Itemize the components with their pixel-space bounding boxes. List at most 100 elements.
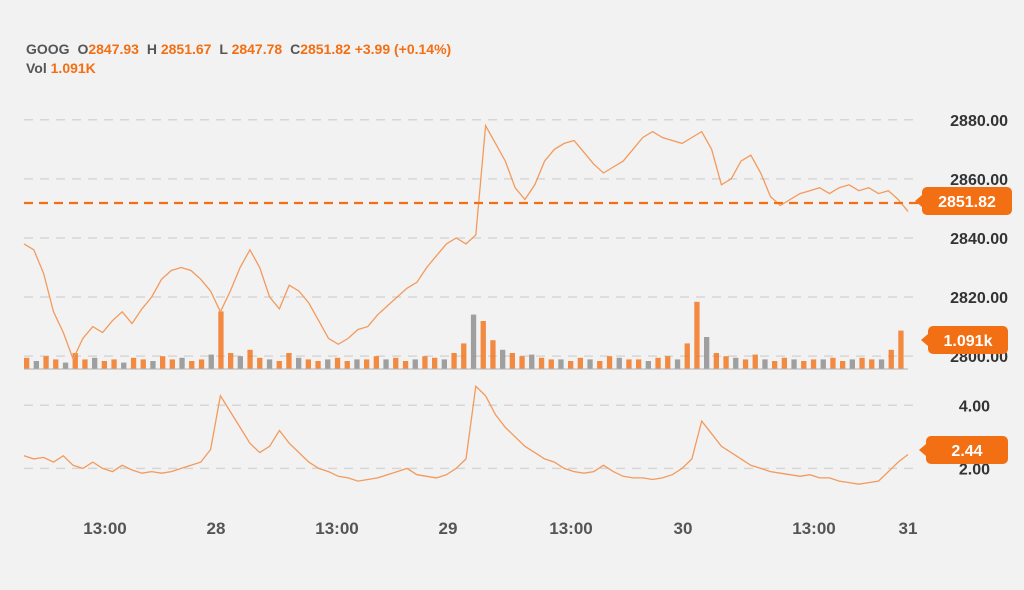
volume-bar [266,359,273,369]
volume-bar [160,356,166,369]
volume-bar [101,361,107,369]
volume-bar [704,337,710,369]
volume-bar [441,359,447,369]
price-tick-label: 2840.00 [950,231,1008,248]
legend-change-value: +3.99 (+0.14%) [354,41,452,57]
price-tag-box [922,187,1012,215]
volume-bar [645,361,651,369]
volume-bar [888,349,894,369]
volume-bar [733,357,739,369]
volume-bar [247,349,253,369]
volume-bar [179,357,185,369]
volume-bar [373,356,379,369]
x-tick-label: 29 [439,519,458,538]
volume-bar [334,357,341,369]
indicator-tag-label: 2.44 [951,443,982,460]
volume-bar [354,359,360,369]
volume-bar [606,356,613,369]
volume-bar [218,311,224,369]
axis-ticks: 2880.002860.002840.002820.002800.004.002… [83,113,1008,538]
volume-bar [781,357,787,369]
volume-bar [568,361,574,369]
volume-tag-label: 1.091k [944,333,993,350]
volume-bar [432,357,438,369]
volume-bar [130,357,137,369]
indicator-tag: 2.44 [919,436,1008,464]
volume-bar [509,353,515,369]
volume-bar [762,359,768,369]
volume-bar [519,356,525,369]
legend-volume-row: Vol 1.091K [26,59,451,78]
volume-bar [276,361,282,369]
legend-open-value: 2847.93 [88,41,139,57]
volume-bar [228,353,234,369]
legend-low-label: L [219,41,228,57]
volume-bar [849,359,855,369]
volume-bar [286,353,292,369]
volume-bar [490,340,496,369]
volume-bar [577,357,583,369]
volume-bar [674,359,681,369]
volume-bar [325,359,331,369]
volume-bar [859,357,865,369]
x-tick-label: 13:00 [83,519,126,538]
price-tick-label: 2880.00 [950,113,1008,130]
volume-bar [665,356,671,369]
volume-bar [24,357,30,369]
volume-bar [461,343,467,369]
volume-bar [257,357,263,369]
volume-bar [713,353,719,369]
volume-bar [402,361,409,369]
volume-bar [422,356,428,369]
price-tick-label: 2820.00 [950,290,1008,307]
price-tag-pointer [915,195,922,207]
volume-bar [636,359,642,369]
legend-price-row: GOOG O2847.93 H 2851.67 L 2847.78 C2851.… [26,40,451,59]
volume-bar [92,357,98,369]
legend-close-label: C [290,41,301,57]
volume-bar [616,357,622,369]
volume-bar [296,357,302,369]
volume-bar [72,353,78,369]
legend-low-value: 2847.78 [231,41,283,57]
indicator-tag-box [926,436,1008,464]
volume-bar [150,361,156,369]
volume-bar [62,362,69,369]
volume-bar [169,359,175,369]
price-tick-label: 2860.00 [950,172,1008,189]
x-tick-label: 28 [207,519,226,538]
volume-bar [140,359,146,369]
legend-close-value: 2851.82 [300,41,351,57]
x-tick-label: 13:00 [315,519,358,538]
volume-bar [830,357,836,369]
volume-bar [597,361,603,369]
legend-high-label: H [146,41,157,57]
volume-bar [801,361,807,369]
volume-bar [111,359,117,369]
x-tick-label: 30 [674,519,693,538]
price-tag: 2851.82 [915,187,1012,215]
volume-bar [820,359,826,369]
volume-bar [43,356,49,369]
grid-lines [24,119,918,470]
volume-bar [626,359,632,369]
volume-bar [500,349,506,369]
volume-tag: 1.091k [921,326,1008,354]
indicator-tag-pointer [919,444,926,456]
volume-bar [412,359,418,369]
legend-high-value: 2851.67 [160,41,212,57]
volume-bar [810,359,817,369]
volume-bar [208,354,214,369]
volume-tag-pointer [921,334,928,346]
volume-bar [878,359,885,369]
volume-bar [393,357,399,369]
volume-bar [772,361,778,369]
indicator-series-line [23,384,909,485]
volume-bar [315,361,321,369]
volume-bar [587,359,593,369]
ohlc-legend: GOOG O2847.93 H 2851.67 L 2847.78 C2851.… [26,40,451,78]
volume-bar [869,359,875,369]
volume-bar [198,359,205,369]
volume-bar [742,359,749,369]
